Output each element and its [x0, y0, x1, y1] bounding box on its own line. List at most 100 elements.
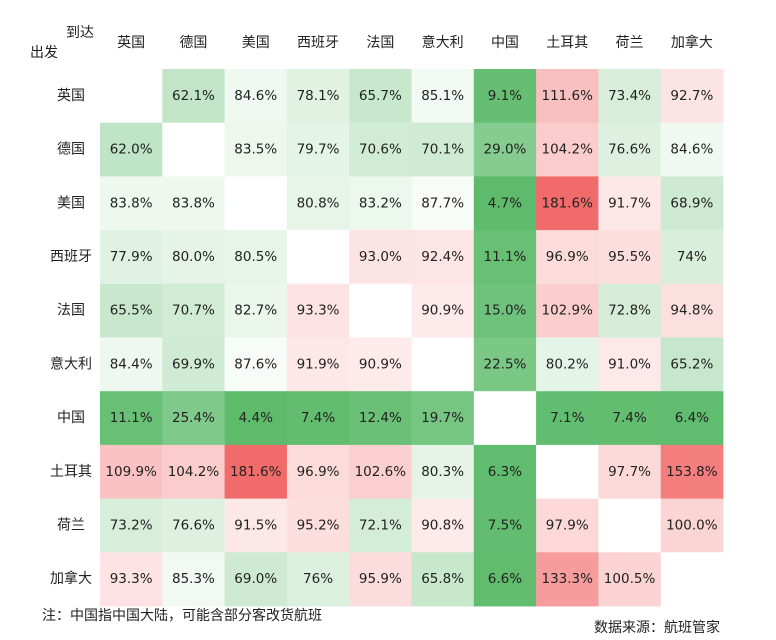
heatmap-cell-2-6: [473, 176, 537, 231]
cell-label-1-6: 29.0%: [484, 142, 527, 158]
heatmap-cell-7-6: [473, 444, 537, 499]
heatmap-cell-6-2: [224, 391, 288, 446]
heatmap-cell-7-8: [598, 444, 662, 499]
heatmap-cell-8-1: [162, 498, 225, 553]
heatmap-cell-0-0: [100, 69, 163, 124]
cell-label-8-6: 7.5%: [488, 517, 522, 533]
cell-label-9-0: 93.3%: [110, 571, 153, 587]
cell-label-1-3: 79.7%: [297, 142, 340, 158]
cell-label-5-2: 87.6%: [234, 356, 277, 372]
cell-label-9-2: 69.0%: [234, 571, 277, 587]
cell-label-7-4: 102.6%: [355, 464, 407, 480]
heatmap-cell-8-4: [349, 498, 412, 553]
row-label-8: 荷兰: [57, 517, 85, 533]
cell-label-3-5: 92.4%: [421, 249, 464, 265]
heatmap-cell-5-1: [162, 337, 225, 392]
corner-to-label: 到达: [66, 25, 94, 41]
heatmap-cell-3-5: [411, 230, 475, 285]
row-label-3: 西班牙: [50, 249, 92, 265]
heatmap-cell-9-8: [598, 552, 662, 607]
cell-label-2-5: 87.7%: [421, 195, 464, 211]
cell-label-0-1: 62.1%: [172, 88, 215, 104]
heatmap-cell-5-7: [536, 337, 599, 392]
heatmap-cell-3-4: [349, 230, 412, 285]
heatmap-cell-3-1: [162, 230, 225, 285]
corner-from-label: 出发: [30, 45, 58, 61]
cell-label-3-0: 77.9%: [110, 249, 153, 265]
cell-label-4-0: 65.5%: [110, 303, 153, 319]
cell-label-5-0: 84.4%: [110, 356, 153, 372]
heatmap-cell-7-2: [224, 444, 288, 499]
heatmap-cell-9-2: [224, 552, 288, 607]
heatmap-cell-1-0: [100, 122, 163, 177]
heatmap-cell-9-4: [349, 552, 412, 607]
heatmap-cell-2-9: [660, 176, 724, 231]
heatmap-cell-4-1: [162, 283, 225, 338]
heatmap-cell-2-8: [598, 176, 662, 231]
footnote: 注：中国指中国大陆，可能含部分客改货航班: [42, 608, 322, 624]
heatmap-cell-4-9: [660, 283, 724, 338]
cell-label-7-5: 80.3%: [421, 464, 464, 480]
cell-label-4-3: 93.3%: [297, 303, 340, 319]
heatmap-cell-3-7: [536, 230, 599, 285]
heatmap-cell-8-7: [536, 498, 599, 553]
cell-label-3-7: 96.9%: [546, 249, 589, 265]
cell-label-5-4: 90.9%: [359, 356, 402, 372]
cell-label-2-0: 83.8%: [110, 195, 153, 211]
cell-label-7-3: 96.9%: [297, 464, 340, 480]
heatmap-cell-5-9: [660, 337, 724, 392]
heatmap-cell-6-3: [286, 391, 350, 446]
heatmap-cell-6-1: [162, 391, 225, 446]
cell-label-2-7: 181.6%: [542, 195, 594, 211]
cell-label-9-5: 65.8%: [421, 571, 464, 587]
heatmap-cell-7-4: [349, 444, 412, 499]
heatmap-cell-8-3: [286, 498, 350, 553]
heatmap-cell-6-8: [598, 391, 662, 446]
heatmap-cell-0-7: [536, 69, 599, 124]
heatmap-cell-5-2: [224, 337, 288, 392]
heatmap-cell-5-4: [349, 337, 412, 392]
cell-label-2-3: 80.8%: [297, 195, 340, 211]
heatmap-cell-7-3: [286, 444, 350, 499]
heatmap-cell-1-1: [162, 122, 225, 177]
cell-label-5-1: 69.9%: [172, 356, 215, 372]
row-label-2: 美国: [57, 195, 85, 211]
row-label-5: 意大利: [50, 355, 92, 372]
cell-label-6-5: 19.7%: [421, 410, 464, 426]
cell-label-2-1: 83.8%: [172, 195, 215, 211]
cell-label-6-7: 7.1%: [550, 410, 584, 426]
cell-label-1-5: 70.1%: [421, 142, 464, 158]
cell-label-9-8: 100.5%: [604, 571, 656, 587]
cell-label-9-3: 76%: [303, 571, 333, 587]
heatmap-cell-5-5: [411, 337, 475, 392]
cell-label-9-4: 95.9%: [359, 571, 402, 587]
heatmap-cell-7-0: [100, 444, 163, 499]
cell-label-9-1: 85.3%: [172, 571, 215, 587]
heatmap-cell-7-1: [162, 444, 225, 499]
heatmap-cell-4-4: [349, 283, 412, 338]
column-header-0: 英国: [117, 34, 145, 51]
heatmap-cell-3-3: [286, 230, 350, 285]
heatmap-cell-4-7: [536, 283, 599, 338]
heatmap-cell-1-3: [286, 122, 350, 177]
cell-label-2-4: 83.2%: [359, 195, 402, 211]
cell-label-0-6: 9.1%: [488, 88, 522, 104]
cell-label-8-1: 76.6%: [172, 517, 215, 533]
cell-label-7-6: 6.3%: [488, 464, 522, 480]
cell-label-0-9: 92.7%: [670, 88, 713, 104]
column-header-5: 意大利: [422, 34, 464, 51]
heatmap-cell-3-8: [598, 230, 662, 285]
data-source: 数据来源：航班管家: [594, 620, 720, 636]
cell-label-8-5: 90.8%: [421, 517, 464, 533]
cell-label-2-9: 68.9%: [670, 195, 713, 211]
column-header-7: 土耳其: [546, 35, 588, 51]
cell-label-6-1: 25.4%: [172, 410, 215, 426]
cell-label-1-0: 62.0%: [110, 142, 153, 158]
heatmap-cell-3-2: [224, 230, 288, 285]
cell-label-8-0: 73.2%: [110, 517, 153, 533]
heatmap-cell-6-6: [473, 391, 537, 446]
cell-label-6-9: 6.4%: [675, 410, 709, 426]
heatmap-cell-6-5: [411, 391, 475, 446]
heatmap-cell-6-7: [536, 391, 599, 446]
cell-label-3-6: 11.1%: [484, 249, 527, 265]
